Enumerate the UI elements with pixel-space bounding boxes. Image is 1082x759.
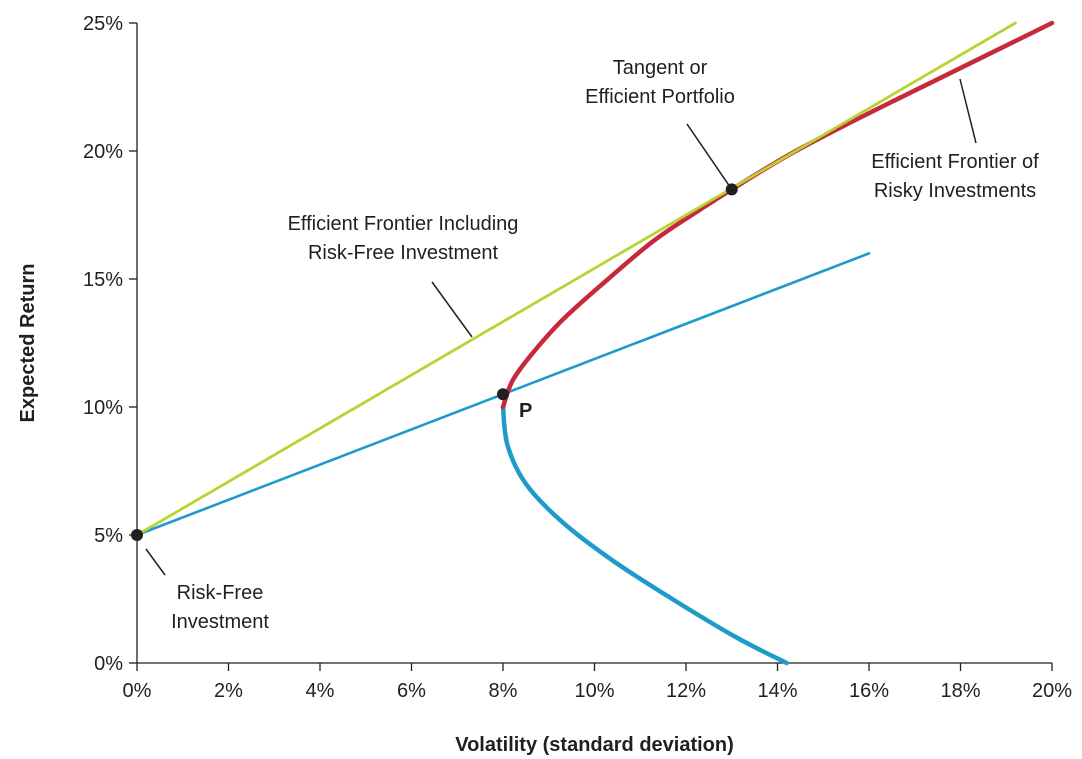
x-tick-label: 0% bbox=[123, 680, 152, 702]
chart-points bbox=[131, 183, 738, 541]
chart-axes bbox=[136, 23, 1052, 664]
annotation-pointer-risk-free bbox=[145, 548, 166, 576]
annotation-risk-free-line: Risk-Free bbox=[177, 582, 264, 604]
annotation-tangent-line: Efficient Portfolio bbox=[585, 86, 735, 108]
chart-ticks: 0% 2% 4% 6% 8% 10% 12% 14% 16% 18% 20% 0% 5% 10% 15% 20… bbox=[83, 13, 1072, 702]
x-tick-label: 8% bbox=[489, 680, 518, 702]
x-tick-label: 4% bbox=[306, 680, 335, 702]
point-label-p: P bbox=[519, 400, 532, 422]
annotation-frontier-rf-line: Risk-Free Investment bbox=[308, 242, 498, 264]
frontier-efficient-curve bbox=[500, 20, 1055, 410]
frontier-inefficient-curve bbox=[500, 404, 789, 666]
x-axis-title: Volatility (standard deviation) bbox=[455, 734, 734, 756]
point-risk-free bbox=[131, 529, 143, 541]
chart-labels: Volatility (standard deviation) Expected … bbox=[17, 57, 1039, 756]
y-axis-title: Expected Return bbox=[17, 264, 39, 423]
y-tick-label: 5% bbox=[94, 525, 123, 547]
annotation-frontier-risky-line: Efficient Frontier of bbox=[871, 151, 1039, 173]
annotation-frontier-rf-line: Efficient Frontier Including bbox=[288, 213, 519, 235]
chart-series bbox=[135, 20, 1055, 666]
annotation-frontier-risky-line: Risky Investments bbox=[874, 180, 1036, 202]
annotation-pointer-tangent bbox=[686, 123, 733, 190]
capital-market-line bbox=[135, 21, 1017, 537]
annotation-risk-free-line: Investment bbox=[171, 611, 269, 633]
point-p bbox=[497, 388, 509, 401]
y-tick-label: 20% bbox=[83, 141, 123, 163]
x-tick-label: 2% bbox=[214, 680, 243, 702]
x-tick-label: 16% bbox=[849, 680, 889, 702]
y-tick-label: 0% bbox=[94, 653, 123, 675]
annotation-pointer-frontier-rf bbox=[431, 281, 473, 338]
x-tick-label: 18% bbox=[940, 680, 980, 702]
y-tick-label: 10% bbox=[83, 397, 123, 419]
point-tangent bbox=[725, 183, 738, 196]
x-tick-label: 14% bbox=[757, 680, 797, 702]
annotation-pointers bbox=[145, 78, 977, 576]
y-tick-label: 25% bbox=[83, 13, 123, 35]
x-tick-label: 10% bbox=[574, 680, 614, 702]
x-tick-label: 12% bbox=[666, 680, 706, 702]
annotation-pointer-frontier-risky bbox=[959, 78, 977, 144]
annotation-tangent-line: Tangent or bbox=[613, 57, 708, 79]
x-tick-label: 6% bbox=[397, 680, 426, 702]
y-tick-label: 15% bbox=[83, 269, 123, 291]
x-tick-label: 20% bbox=[1032, 680, 1072, 702]
